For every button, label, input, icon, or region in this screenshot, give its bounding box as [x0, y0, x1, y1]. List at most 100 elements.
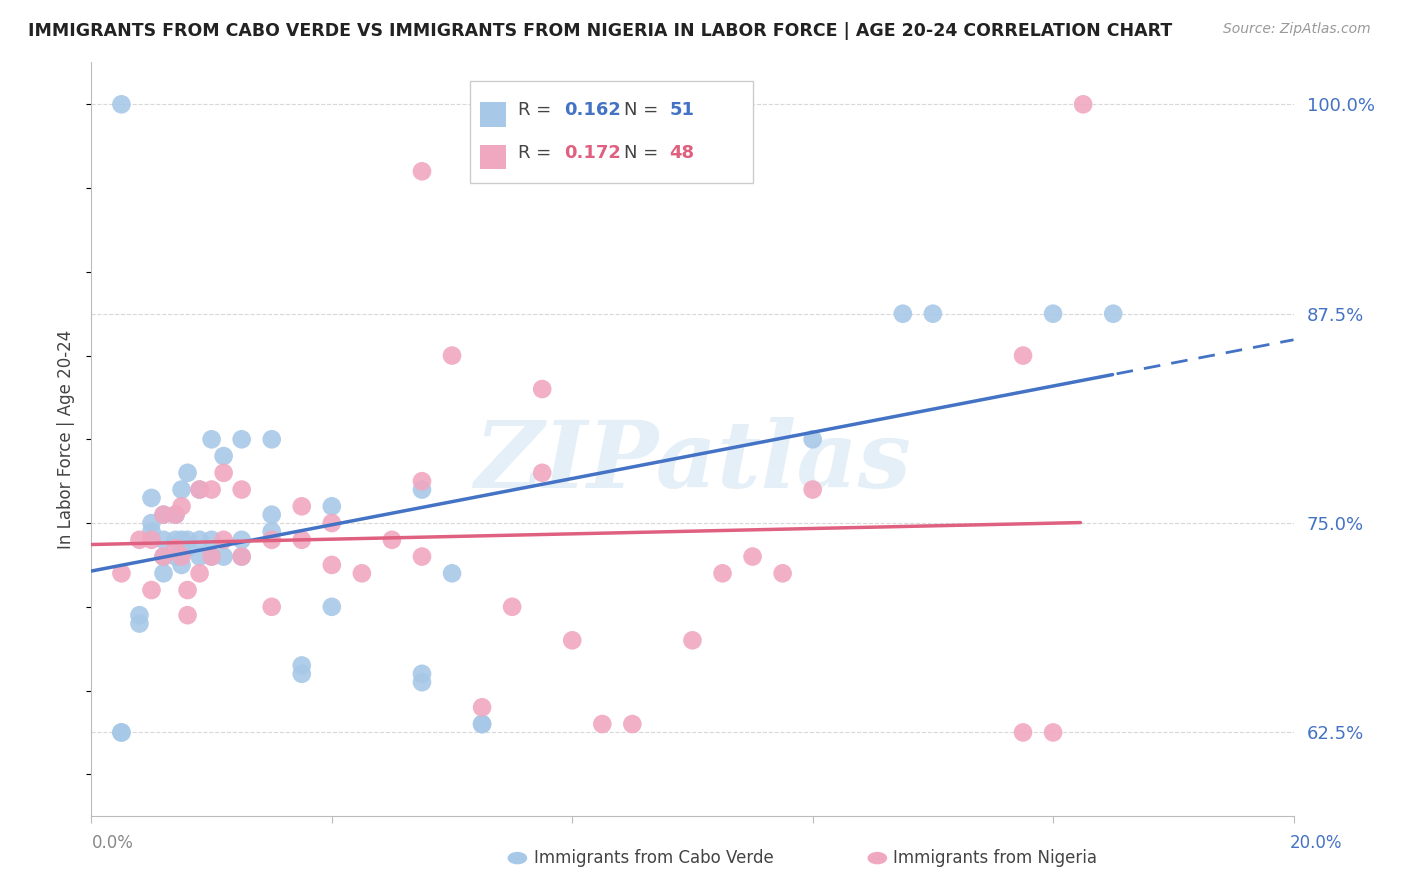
Point — [110, 725, 132, 739]
Point — [170, 533, 193, 547]
Point — [188, 549, 211, 564]
Point — [1012, 349, 1035, 363]
Point — [471, 700, 494, 714]
Point — [231, 432, 253, 446]
Point — [321, 599, 343, 614]
Point — [141, 516, 163, 530]
Point — [201, 549, 224, 564]
Point — [152, 566, 174, 581]
Text: 20.0%: 20.0% — [1291, 834, 1343, 852]
Text: 0.172: 0.172 — [564, 144, 620, 161]
Point — [212, 549, 235, 564]
Point — [152, 533, 174, 547]
Point — [291, 533, 314, 547]
Point — [591, 717, 613, 731]
Point — [291, 500, 314, 514]
Point — [321, 500, 343, 514]
Point — [170, 483, 193, 497]
Point — [891, 307, 914, 321]
Point — [110, 725, 132, 739]
Point — [212, 466, 235, 480]
Point — [141, 524, 163, 539]
Text: R =: R = — [519, 144, 557, 161]
Text: N =: N = — [624, 101, 664, 119]
Point — [170, 549, 193, 564]
Text: Immigrants from Cabo Verde: Immigrants from Cabo Verde — [534, 849, 775, 867]
Point — [471, 717, 494, 731]
Point — [152, 549, 174, 564]
Point — [176, 583, 198, 598]
Text: 0.162: 0.162 — [564, 101, 620, 119]
Point — [260, 599, 283, 614]
Point — [201, 533, 224, 547]
Text: 51: 51 — [669, 101, 695, 119]
Point — [711, 566, 734, 581]
Point — [212, 449, 235, 463]
Point — [291, 658, 314, 673]
Point — [231, 549, 253, 564]
Point — [152, 508, 174, 522]
Point — [128, 608, 150, 623]
Point — [212, 533, 235, 547]
Point — [501, 599, 523, 614]
FancyBboxPatch shape — [479, 102, 506, 127]
Point — [152, 508, 174, 522]
Point — [188, 533, 211, 547]
Point — [772, 566, 794, 581]
Point — [128, 616, 150, 631]
Point — [170, 500, 193, 514]
Text: 48: 48 — [669, 144, 695, 161]
Point — [801, 432, 824, 446]
Point — [201, 549, 224, 564]
Point — [321, 516, 343, 530]
Y-axis label: In Labor Force | Age 20-24: In Labor Force | Age 20-24 — [58, 330, 76, 549]
Text: IMMIGRANTS FROM CABO VERDE VS IMMIGRANTS FROM NIGERIA IN LABOR FORCE | AGE 20-24: IMMIGRANTS FROM CABO VERDE VS IMMIGRANTS… — [28, 22, 1173, 40]
Point — [561, 633, 583, 648]
Text: Immigrants from Nigeria: Immigrants from Nigeria — [893, 849, 1097, 867]
Point — [621, 717, 644, 731]
Text: R =: R = — [519, 101, 557, 119]
Point — [411, 483, 433, 497]
Point — [681, 633, 703, 648]
FancyBboxPatch shape — [479, 145, 506, 169]
Point — [188, 483, 211, 497]
Point — [141, 533, 163, 547]
Point — [350, 566, 373, 581]
Point — [231, 549, 253, 564]
Point — [411, 666, 433, 681]
Point — [801, 483, 824, 497]
Point — [152, 549, 174, 564]
Point — [165, 541, 187, 556]
Text: 0.0%: 0.0% — [91, 834, 134, 852]
Point — [110, 97, 132, 112]
Point — [411, 164, 433, 178]
Point — [141, 583, 163, 598]
Point — [531, 466, 554, 480]
FancyBboxPatch shape — [470, 81, 752, 183]
Point — [440, 566, 463, 581]
Point — [188, 566, 211, 581]
Point — [1071, 97, 1094, 112]
Text: N =: N = — [624, 144, 664, 161]
Point — [1042, 725, 1064, 739]
Text: ZIPatlas: ZIPatlas — [474, 417, 911, 507]
Point — [260, 524, 283, 539]
Point — [260, 508, 283, 522]
Point — [188, 483, 211, 497]
Point — [260, 432, 283, 446]
Point — [381, 533, 404, 547]
Point — [1042, 307, 1064, 321]
Point — [170, 558, 193, 572]
Point — [411, 474, 433, 488]
Point — [176, 608, 198, 623]
Point — [411, 675, 433, 690]
Point — [922, 307, 945, 321]
Point — [110, 566, 132, 581]
Point — [176, 541, 198, 556]
Point — [291, 666, 314, 681]
Point — [531, 382, 554, 396]
Point — [231, 533, 253, 547]
Point — [170, 541, 193, 556]
Point — [231, 483, 253, 497]
Point — [411, 549, 433, 564]
